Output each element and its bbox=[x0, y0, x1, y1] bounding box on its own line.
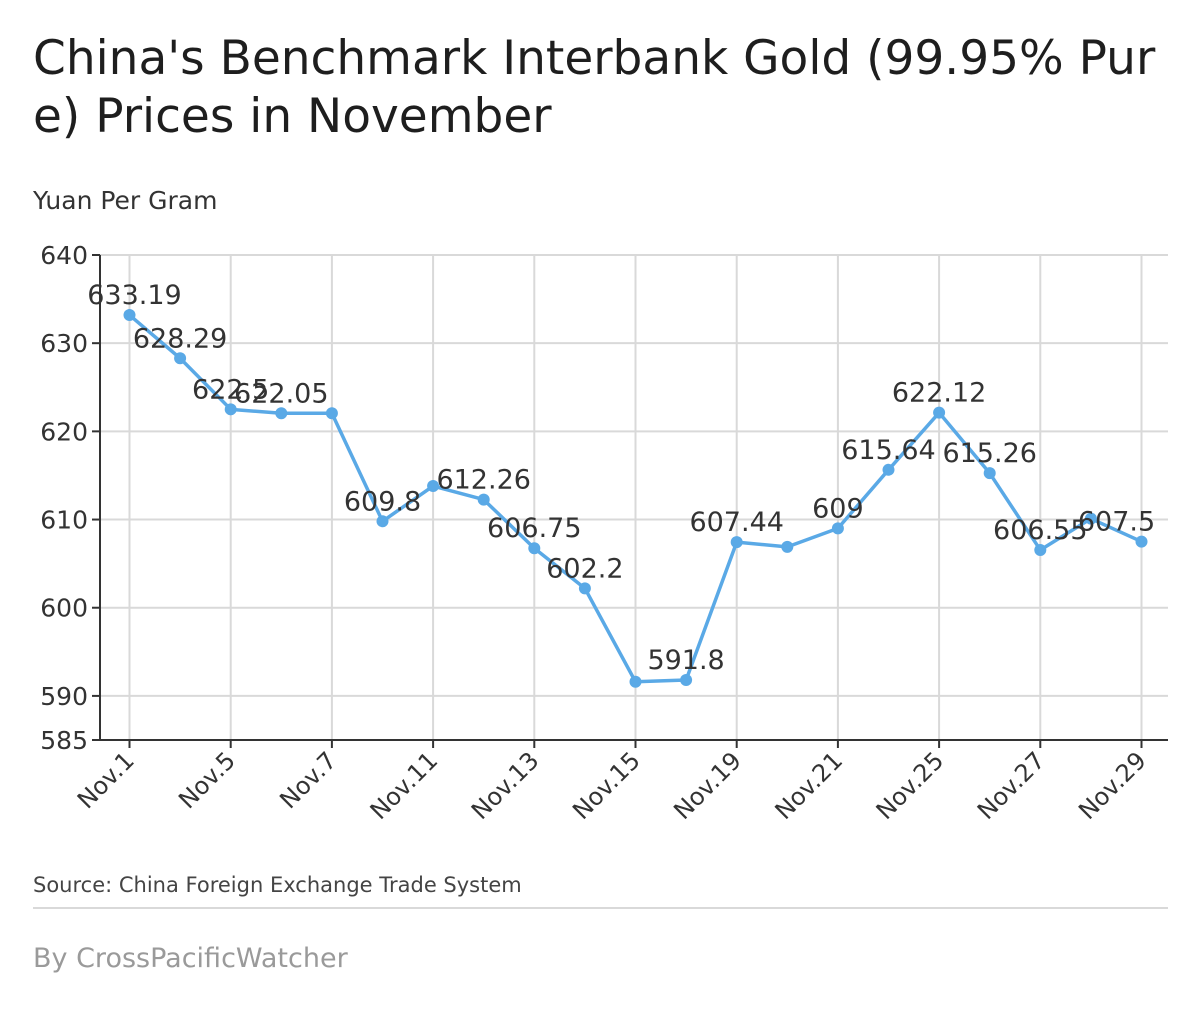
data-label: 606.55 bbox=[993, 515, 1087, 546]
x-tick-label: Nov.29 bbox=[1073, 746, 1152, 825]
data-label: 622.05 bbox=[234, 378, 328, 409]
data-point bbox=[477, 493, 490, 506]
data-point bbox=[781, 540, 794, 553]
data-point bbox=[427, 480, 440, 493]
x-tick-label: Nov.1 bbox=[72, 746, 140, 814]
x-tick-label: Nov.27 bbox=[972, 746, 1051, 825]
data-point bbox=[174, 352, 187, 365]
data-point bbox=[376, 515, 389, 528]
data-point bbox=[629, 675, 642, 688]
data-label: 628.29 bbox=[133, 323, 227, 354]
data-point bbox=[123, 309, 136, 322]
x-tick-label: Nov.13 bbox=[466, 746, 545, 825]
data-label: 609 bbox=[812, 493, 864, 524]
data-label: 606.75 bbox=[487, 513, 581, 544]
y-axis-unit-label: Yuan Per Gram bbox=[33, 186, 218, 215]
data-point bbox=[1084, 512, 1097, 525]
data-label: 607.44 bbox=[689, 507, 783, 538]
data-label: 591.8 bbox=[647, 645, 724, 676]
y-tick-label: 590 bbox=[40, 682, 88, 711]
y-tick-label: 600 bbox=[40, 594, 88, 623]
x-tick-label: Nov.15 bbox=[567, 746, 646, 825]
data-point bbox=[730, 536, 743, 549]
chart-title: China's Benchmark Interbank Gold (99.95%… bbox=[33, 31, 1156, 144]
data-point bbox=[933, 406, 946, 419]
x-tick-label: Nov.5 bbox=[173, 746, 241, 814]
data-point bbox=[1135, 535, 1148, 548]
data-label: 633.19 bbox=[87, 280, 181, 311]
data-point bbox=[882, 463, 895, 476]
data-point bbox=[831, 522, 844, 535]
data-label: 612.26 bbox=[436, 465, 530, 496]
data-point bbox=[578, 582, 591, 595]
y-tick-label: 610 bbox=[40, 506, 88, 535]
data-label: 602.2 bbox=[546, 553, 623, 584]
data-point bbox=[325, 407, 338, 420]
data-point bbox=[983, 467, 996, 480]
data-point bbox=[275, 407, 288, 420]
y-tick-label: 640 bbox=[40, 241, 88, 270]
data-label: 622.5 bbox=[192, 374, 269, 405]
data-label: 615.64 bbox=[841, 435, 935, 466]
data-point bbox=[528, 542, 541, 555]
source-note: Source: China Foreign Exchange Trade Sys… bbox=[33, 873, 522, 897]
y-tick-label: 630 bbox=[40, 329, 88, 358]
y-tick-label: 585 bbox=[40, 726, 88, 755]
y-tick-label: 620 bbox=[40, 417, 88, 446]
data-point bbox=[224, 403, 237, 416]
data-label: 615.26 bbox=[942, 438, 1036, 469]
x-tick-label: Nov.11 bbox=[365, 746, 444, 825]
byline: By CrossPacificWatcher bbox=[33, 943, 348, 974]
data-label: 607.5 bbox=[1078, 507, 1155, 538]
x-tick-label: Nov.25 bbox=[871, 746, 950, 825]
x-tick-label: Nov.21 bbox=[770, 746, 849, 825]
footer-divider bbox=[33, 907, 1168, 909]
x-tick-label: Nov.7 bbox=[274, 746, 342, 814]
data-label: 609.8 bbox=[344, 486, 421, 517]
data-label: 622.12 bbox=[892, 378, 986, 409]
data-point bbox=[680, 674, 693, 687]
x-tick-label: Nov.19 bbox=[668, 746, 747, 825]
data-point bbox=[1034, 543, 1047, 556]
line-chart: 585 590 600 610 620 630 640 Nov.1 Nov.5 Nov.7 Nov.… bbox=[40, 241, 1168, 825]
